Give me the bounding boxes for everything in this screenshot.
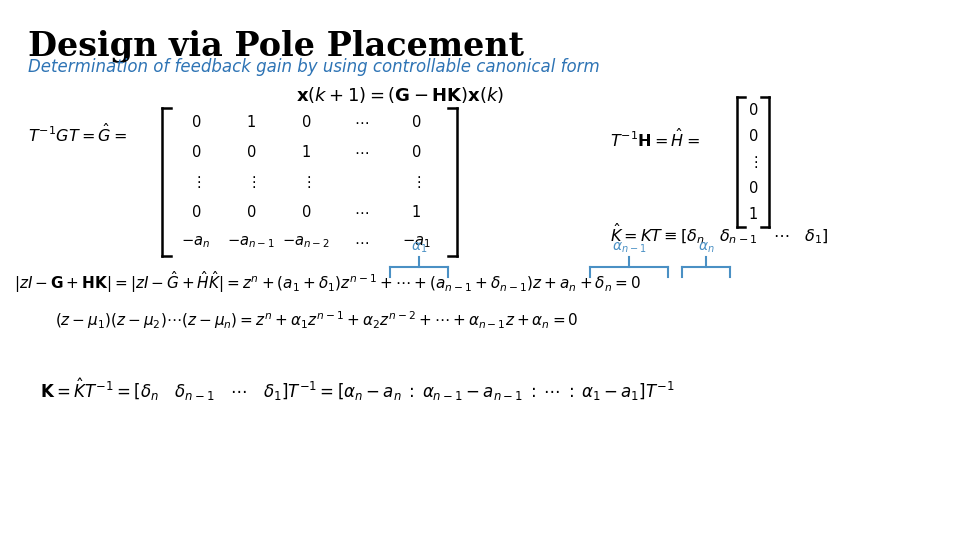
Text: $1$: $1$ (748, 206, 758, 222)
Text: $-a_n$: $-a_n$ (181, 234, 210, 250)
Text: $1$: $1$ (301, 144, 311, 160)
Text: $0$: $0$ (748, 180, 758, 196)
Text: $0$: $0$ (246, 144, 256, 160)
Text: $-a_{n-2}$: $-a_{n-2}$ (282, 234, 330, 250)
Text: $0$: $0$ (191, 114, 202, 130)
Text: $\mathbf{x}(k + 1) = (\mathbf{G} - \mathbf{HK})\mathbf{x}(k)$: $\mathbf{x}(k + 1) = (\mathbf{G} - \math… (296, 85, 504, 105)
Text: $1$: $1$ (411, 204, 420, 220)
Text: $\cdots$: $\cdots$ (353, 205, 369, 219)
Text: $|zI - \mathbf{G} + \mathbf{HK}| = |zI - \hat{G} + \hat{H}\hat{K}|= z^n + (a_1 +: $|zI - \mathbf{G} + \mathbf{HK}| = |zI -… (14, 269, 640, 295)
Text: $\alpha_{n-1}$: $\alpha_{n-1}$ (612, 241, 646, 255)
Text: $\vdots$: $\vdots$ (301, 174, 311, 190)
Text: $0$: $0$ (246, 204, 256, 220)
Text: $\mathbf{K} = \hat{K}T^{-1} = [\delta_n \quad \delta_{n-1} \quad \cdots \quad \d: $\mathbf{K} = \hat{K}T^{-1} = [\delta_n … (40, 377, 675, 403)
Text: $\cdots$: $\cdots$ (353, 235, 369, 249)
Text: $\vdots$: $\vdots$ (411, 174, 421, 190)
Text: $0$: $0$ (748, 128, 758, 144)
Text: $0$: $0$ (191, 144, 202, 160)
Text: $0$: $0$ (411, 114, 421, 130)
Text: $\vdots$: $\vdots$ (748, 154, 758, 170)
Text: $\vdots$: $\vdots$ (191, 174, 201, 190)
Text: $\cdots$: $\cdots$ (353, 115, 369, 129)
Text: $1$: $1$ (246, 114, 256, 130)
Text: Design via Pole Placement: Design via Pole Placement (28, 30, 524, 63)
Text: $0$: $0$ (300, 114, 311, 130)
Text: $0$: $0$ (300, 204, 311, 220)
Text: $\alpha_1$: $\alpha_1$ (411, 241, 427, 255)
Text: $\cdots$: $\cdots$ (353, 145, 369, 159)
Text: $\hat{K} = KT \equiv [\delta_n \quad \delta_{n-1} \quad \cdots \quad \delta_1]$: $\hat{K} = KT \equiv [\delta_n \quad \de… (610, 222, 828, 246)
Text: $-a_1$: $-a_1$ (401, 234, 430, 250)
Text: Determination of feedback gain by using controllable canonical form: Determination of feedback gain by using … (28, 58, 600, 76)
Text: $-a_{n-1}$: $-a_{n-1}$ (228, 234, 275, 250)
Text: $0$: $0$ (411, 144, 421, 160)
Text: $(z - \mu_1)(z - \mu_2) \cdots (z - \mu_n) = z^n + \alpha_1 z^{n-1}+ \alpha_2 z^: $(z - \mu_1)(z - \mu_2) \cdots (z - \mu_… (55, 309, 579, 331)
Text: $\vdots$: $\vdots$ (246, 174, 256, 190)
Text: $T^{-1}GT = \hat{G} =$: $T^{-1}GT = \hat{G} =$ (28, 124, 127, 146)
Text: $\alpha_n$: $\alpha_n$ (698, 241, 714, 255)
Text: $0$: $0$ (191, 204, 202, 220)
Text: $0$: $0$ (748, 102, 758, 118)
Text: $T^{-1}\mathbf{H} = \hat{H} =$: $T^{-1}\mathbf{H} = \hat{H} =$ (610, 129, 700, 151)
